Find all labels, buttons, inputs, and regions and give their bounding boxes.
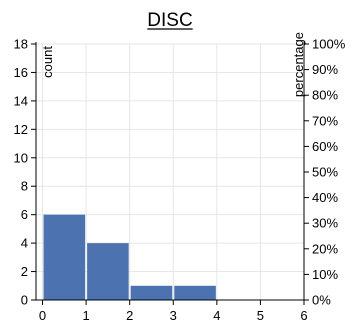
x-tick-label: 5 [257,308,264,323]
x-tick-label: 2 [126,308,133,323]
y-tick-label: 18 [14,37,28,52]
y-tick-label: 2 [21,264,28,279]
bar-4 [174,285,216,300]
x-tick-label: 0 [39,308,46,323]
bars [43,214,216,300]
y2-tick-label: 50% [312,165,338,180]
y2-tick-label: 80% [312,88,338,103]
y-axis-ticks: 0 2 4 6 8 10 12 14 16 18 [14,37,36,308]
bar-3 [130,285,173,300]
y-tick-label: 8 [21,179,28,194]
y2-tick-label: 0% [312,293,331,308]
y2-tick-label: 60% [312,139,338,154]
y-tick-label: 4 [21,236,28,251]
y-tick-label: 10 [14,150,28,165]
y-tick-label: 12 [14,122,28,137]
y2-tick-label: 20% [312,241,338,256]
y2-tick-label: 30% [312,216,338,231]
y2-tick-label: 90% [312,62,338,77]
x-tick-label: 4 [213,308,220,323]
x-tick-label: 6 [300,308,307,323]
y2-tick-label: 70% [312,113,338,128]
y-tick-label: 6 [21,207,28,222]
bar-2 [87,243,129,300]
y2-tick-label: 40% [312,190,338,205]
x-tick-label: 1 [82,308,89,323]
chart-title: DISC [147,10,192,31]
y-tick-label: 16 [14,65,28,80]
bar-1 [43,214,86,300]
y2-tick-label: 10% [312,267,338,282]
x-tick-label: 3 [170,308,177,323]
y-tick-label: 14 [14,93,28,108]
y-tick-label: 0 [21,293,28,308]
y2-tick-label: 100% [312,37,346,52]
y2-axis-ticks: 0% 10% 20% 30% 40% 50% 60% 70% 80% 90% 100% [304,37,346,308]
axes [35,42,305,301]
y2-axis-label: percentage [291,32,306,97]
x-axis-ticks: 0 1 2 3 4 5 6 [39,300,308,323]
y-axis-label: count [40,46,55,78]
